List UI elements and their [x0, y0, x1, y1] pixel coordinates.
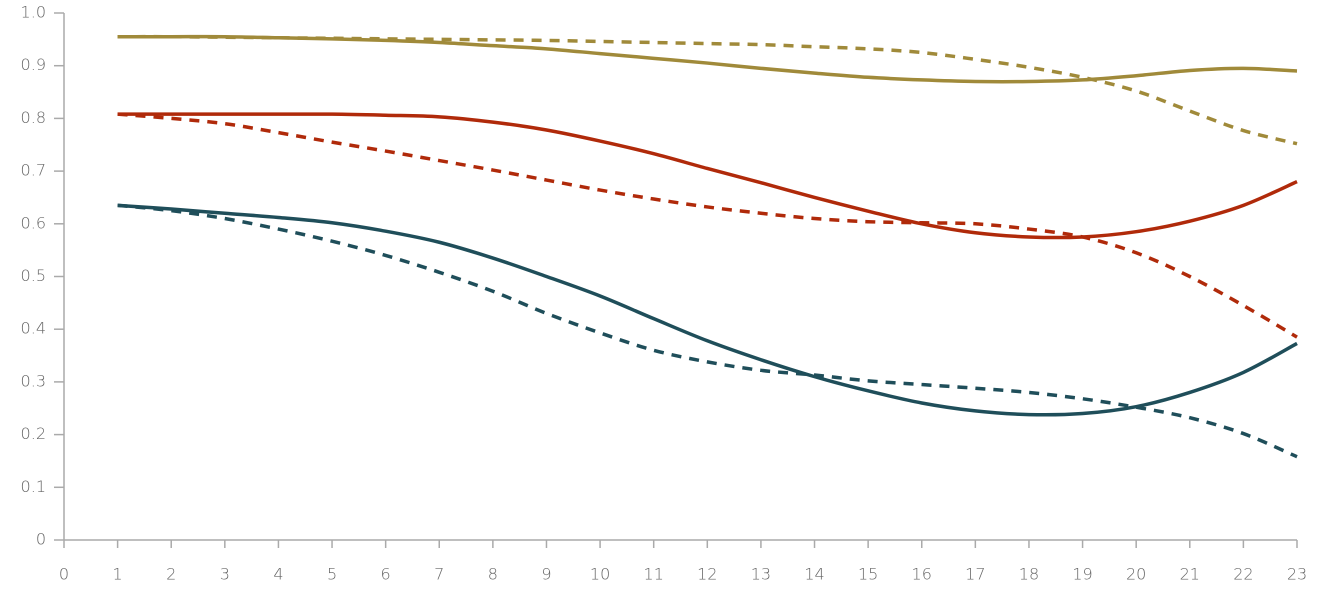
series-line — [117, 112, 1298, 240]
x-tick-label: 20 — [1126, 565, 1146, 584]
x-tick-label: 11 — [644, 565, 664, 584]
series-line — [117, 34, 1298, 84]
y-tick-label: 1.0 — [21, 3, 46, 22]
series-line — [117, 34, 1298, 146]
x-tick-label: 0 — [59, 565, 69, 584]
x-tick-label: 10 — [590, 565, 610, 584]
x-tick-label: 16 — [912, 565, 932, 584]
y-tick-label: 0.8 — [21, 108, 46, 127]
y-tick-label: 0.6 — [21, 213, 46, 232]
x-tick-label: 19 — [1072, 565, 1092, 584]
series-line — [117, 112, 1298, 339]
x-tick-label: 8 — [488, 565, 498, 584]
y-tick-label: 0.1 — [21, 477, 46, 496]
y-tick-label: 0 — [36, 530, 46, 549]
x-tick-label: 5 — [327, 565, 337, 584]
x-tick-label: 22 — [1233, 565, 1253, 584]
x-tick-label: 15 — [858, 565, 878, 584]
x-tick-label: 9 — [541, 565, 551, 584]
y-tick-label: 0.7 — [21, 161, 46, 180]
y-tick-label: 0.2 — [21, 424, 46, 443]
x-tick-label: 13 — [751, 565, 771, 584]
x-tick-label: 12 — [697, 565, 717, 584]
series-line — [117, 203, 1298, 459]
y-tick-label: 0.3 — [21, 371, 46, 390]
y-tick-label: 0.9 — [21, 55, 46, 74]
x-tick-label: 17 — [965, 565, 985, 584]
x-tick-label: 18 — [1019, 565, 1039, 584]
x-tick-label: 3 — [220, 565, 230, 584]
series-line — [117, 203, 1298, 417]
x-tick-label: 4 — [273, 565, 283, 584]
x-tick-label: 23 — [1287, 565, 1307, 584]
x-tick-label: 2 — [166, 565, 176, 584]
x-tick-label: 21 — [1180, 565, 1200, 584]
y-tick-label: 0.5 — [21, 266, 46, 285]
y-tick-label: 0.4 — [21, 319, 46, 338]
x-tick-label: 6 — [381, 565, 391, 584]
x-tick-label: 1 — [113, 565, 123, 584]
x-tick-label: 14 — [804, 565, 824, 584]
x-tick-label: 7 — [434, 565, 444, 584]
